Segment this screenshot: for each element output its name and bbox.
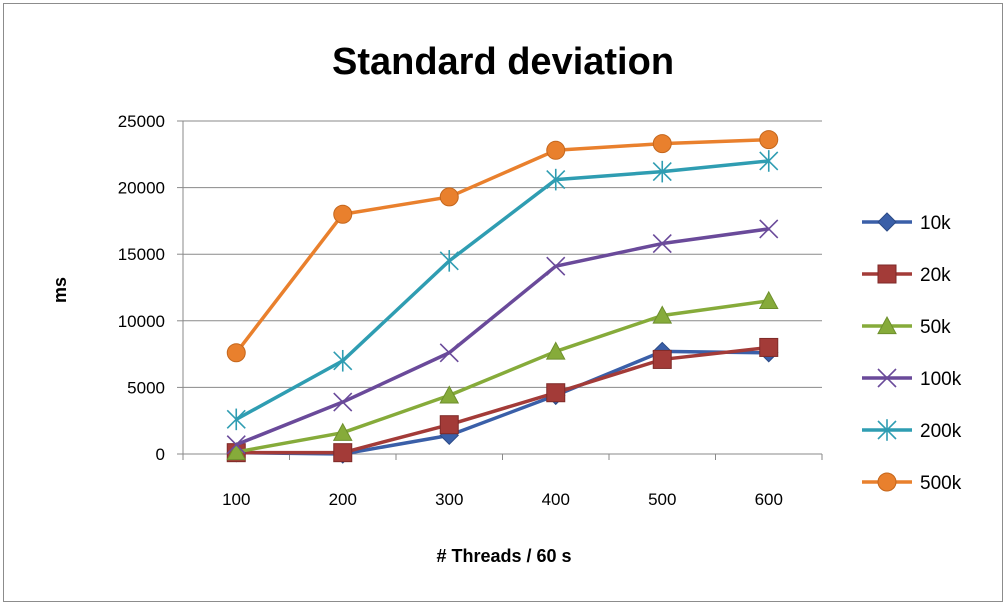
series-line bbox=[235, 299, 769, 454]
data-point bbox=[759, 337, 779, 357]
data-point bbox=[226, 408, 246, 431]
series-line bbox=[236, 345, 769, 455]
series-200k bbox=[226, 150, 779, 431]
data-point bbox=[877, 368, 897, 388]
legend-entry: 20k bbox=[862, 264, 951, 286]
y-tick-label: 10000 bbox=[118, 312, 165, 331]
legend-label: 500k bbox=[920, 473, 962, 494]
data-point bbox=[759, 130, 779, 150]
series-50k bbox=[226, 290, 779, 461]
data-point bbox=[652, 349, 672, 369]
series-500k bbox=[226, 130, 779, 363]
line-chart: Standard deviation 0 5000 10000 15000 20000 2… bbox=[50, 41, 962, 566]
legend-label: 100k bbox=[920, 369, 962, 390]
data-point bbox=[652, 134, 672, 154]
y-tick-label: 20000 bbox=[118, 179, 165, 198]
data-point bbox=[226, 343, 246, 363]
data-point bbox=[333, 392, 353, 412]
data-point bbox=[652, 233, 672, 254]
legend-entry: 10k bbox=[862, 212, 951, 234]
x-tick-label: 500 bbox=[648, 490, 676, 509]
legend-entry: 200k bbox=[862, 419, 962, 442]
legend-label: 200k bbox=[920, 421, 962, 442]
data-point bbox=[545, 341, 566, 360]
data-point bbox=[226, 441, 247, 461]
data-point bbox=[759, 150, 779, 172]
data-point bbox=[546, 168, 566, 191]
y-tick-label: 5000 bbox=[127, 378, 165, 397]
data-point bbox=[652, 160, 672, 183]
legend-label: 50k bbox=[920, 317, 951, 338]
data-point bbox=[877, 315, 897, 335]
series-100k bbox=[226, 219, 779, 455]
x-tick-label: 200 bbox=[329, 490, 357, 509]
data-point bbox=[877, 212, 897, 232]
data-point bbox=[439, 385, 460, 404]
legend: 10k 20k 50k 100k 200k 500k bbox=[862, 212, 962, 494]
series-line bbox=[235, 159, 769, 421]
y-tick-label: 25000 bbox=[118, 112, 165, 131]
plot-area: 0 5000 10000 15000 20000 25000 100 200 300 400 500… bbox=[118, 112, 823, 509]
data-point bbox=[333, 443, 353, 463]
data-point bbox=[877, 419, 897, 441]
y-tick-label: 15000 bbox=[118, 245, 165, 264]
data-point bbox=[439, 250, 459, 272]
x-axis-title: # Threads / 60 s bbox=[436, 546, 571, 566]
y-tick-label: 0 bbox=[156, 445, 165, 464]
data-point bbox=[546, 140, 566, 160]
legend-entry: 100k bbox=[862, 368, 962, 390]
chart-frame: Standard deviation 0 5000 10000 15000 20000 2… bbox=[3, 3, 1003, 602]
series-line bbox=[234, 137, 769, 354]
series-10k bbox=[226, 341, 779, 464]
data-point bbox=[333, 349, 353, 372]
x-tick-label: 100 bbox=[222, 490, 250, 509]
x-tick-label: 400 bbox=[542, 490, 570, 509]
data-point bbox=[546, 256, 566, 276]
x-tick-label: 300 bbox=[435, 490, 463, 509]
data-point bbox=[332, 422, 353, 441]
chart-title: Standard deviation bbox=[332, 41, 674, 83]
data-point bbox=[652, 305, 673, 324]
series-20k bbox=[226, 337, 779, 463]
data-point bbox=[226, 435, 246, 455]
data-point bbox=[439, 187, 459, 207]
legend-label: 10k bbox=[920, 213, 951, 234]
legend-entry: 50k bbox=[862, 315, 951, 338]
data-point bbox=[877, 264, 897, 284]
data-point bbox=[758, 290, 779, 309]
data-point bbox=[439, 415, 459, 435]
data-point bbox=[877, 472, 897, 492]
data-point bbox=[546, 383, 566, 403]
legend-label: 20k bbox=[920, 265, 951, 286]
data-point bbox=[759, 219, 779, 239]
y-axis-title: ms bbox=[50, 277, 70, 303]
data-point bbox=[333, 204, 353, 224]
series-line bbox=[235, 227, 769, 447]
data-point bbox=[439, 343, 459, 363]
legend-entry: 500k bbox=[862, 472, 962, 494]
x-tick-label: 600 bbox=[755, 490, 783, 509]
